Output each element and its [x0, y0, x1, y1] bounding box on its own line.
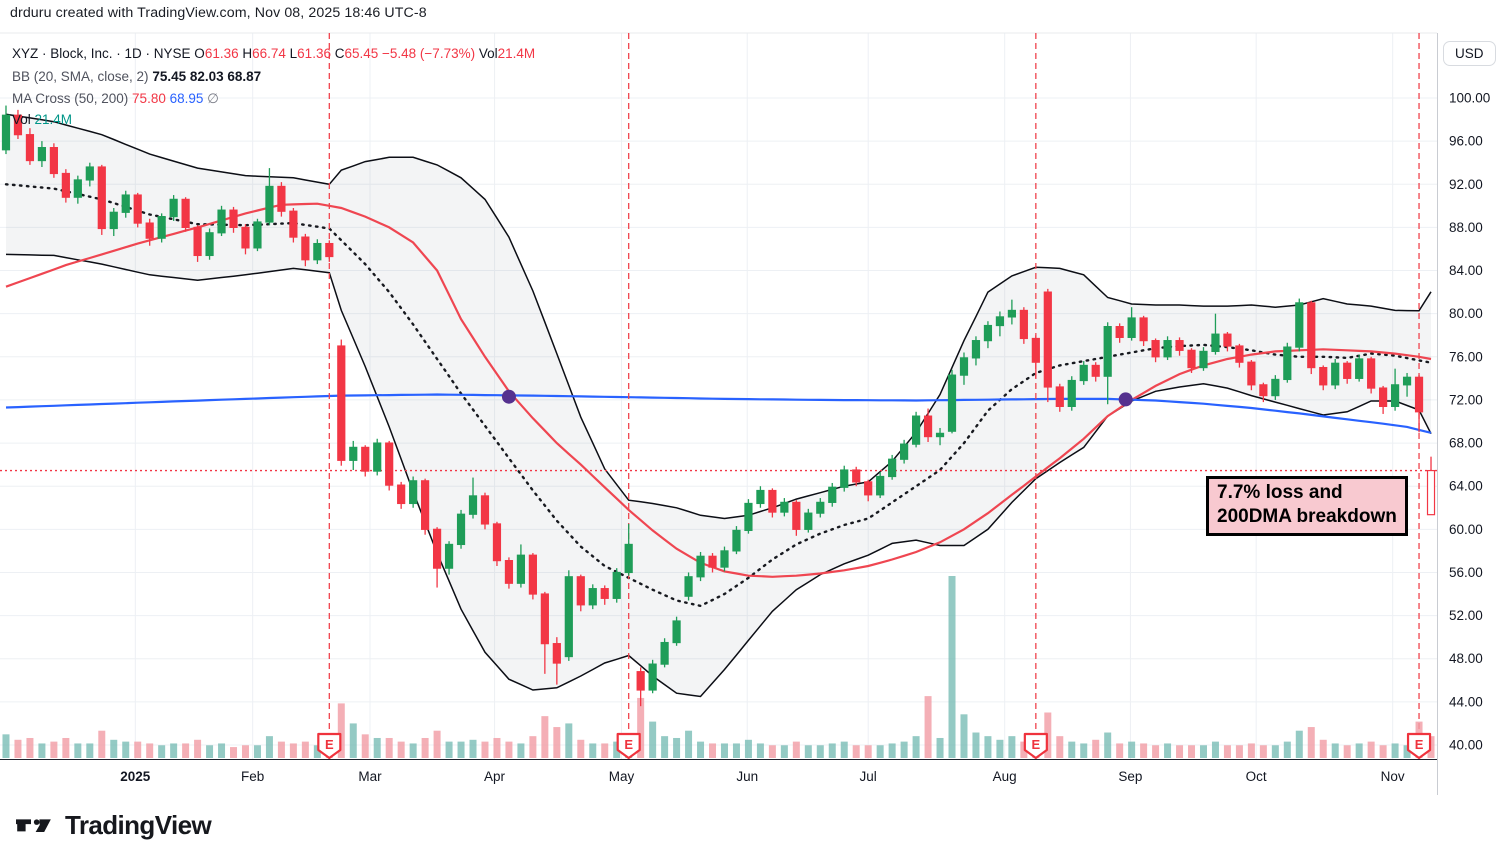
annotation-line-2: 200DMA breakdown	[1217, 505, 1397, 527]
price-axis[interactable]: 100.00 96.00 92.00 88.00 84.00 80.00 76.00 72.0…	[1449, 91, 1490, 753]
svg-text:40.00: 40.00	[1449, 738, 1483, 753]
svg-text:Mar: Mar	[358, 769, 382, 784]
svg-text:Sep: Sep	[1118, 769, 1142, 784]
annotation-callout[interactable]: 7.7% loss and 200DMA breakdown	[1206, 476, 1408, 536]
legend-bb-row: BB (20, SMA, close, 2) 75.45 82.03 68.87	[12, 69, 261, 84]
svg-text:E: E	[1032, 737, 1041, 752]
ma-cross-markers	[501, 389, 1133, 407]
svg-text:48.00: 48.00	[1449, 651, 1483, 666]
pane-borders	[0, 33, 1438, 795]
svg-text:Feb: Feb	[241, 769, 264, 784]
grid-lines	[0, 32, 1437, 760]
svg-text:92.00: 92.00	[1449, 177, 1483, 192]
earnings-marker[interactable]: E	[1023, 732, 1048, 760]
svg-text:76.00: 76.00	[1449, 349, 1483, 364]
svg-text:Aug: Aug	[993, 769, 1017, 784]
ma200-line	[5, 393, 1432, 434]
candles-layer	[1, 105, 1436, 707]
svg-text:52.00: 52.00	[1449, 608, 1483, 623]
svg-text:88.00: 88.00	[1449, 220, 1483, 235]
tradingview-logo-icon	[16, 818, 51, 832]
svg-text:84.00: 84.00	[1449, 263, 1483, 278]
footer: TradingView	[16, 810, 212, 841]
svg-text:Jun: Jun	[736, 769, 758, 784]
annotation-line-1: 7.7% loss and	[1217, 482, 1343, 503]
earnings-marker[interactable]: E	[1406, 732, 1432, 760]
svg-text:60.00: 60.00	[1449, 522, 1483, 537]
legend: XYZ · Block, Inc. · 1D · NYSE O61.36 H66…	[12, 46, 535, 127]
currency-button[interactable]: USD	[1443, 41, 1496, 66]
svg-text:Jul: Jul	[860, 769, 877, 784]
svg-text:Oct: Oct	[1246, 769, 1267, 784]
svg-text:64.00: 64.00	[1449, 479, 1483, 494]
svg-text:56.00: 56.00	[1449, 565, 1483, 580]
tradingview-wordmark: TradingView	[65, 810, 212, 840]
svg-text:E: E	[325, 737, 334, 752]
credit-line: drduru created with TradingView.com, Nov…	[10, 5, 427, 21]
ma-cross-dot[interactable]	[501, 389, 516, 404]
svg-text:68.00: 68.00	[1449, 436, 1483, 451]
earnings-marker[interactable]: E	[317, 732, 342, 760]
ma-cross-dot[interactable]	[1118, 392, 1133, 407]
legend-vol-row: Vol 21.4M	[12, 112, 72, 127]
svg-text:2025: 2025	[120, 769, 151, 784]
ma50-line	[5, 202, 1432, 578]
legend-ma-cross-row: MA Cross (50, 200) 75.80 68.95 ∅	[12, 91, 219, 106]
svg-text:Apr: Apr	[484, 769, 506, 784]
svg-text:44.00: 44.00	[1449, 694, 1483, 709]
bollinger-bands	[4, 113, 1433, 698]
price-chart[interactable]: E E E E 100.00 96.00 92.00 88.00 84.00 80.00 76.00…	[0, 0, 1510, 805]
moving-averages	[5, 202, 1432, 578]
svg-text:Nov: Nov	[1381, 769, 1405, 784]
legend-symbol-row: XYZ · Block, Inc. · 1D · NYSE O61.36 H66…	[12, 46, 535, 61]
time-axis[interactable]: 2025 Feb Mar Apr May Jun Jul Aug Sep Oct Nov	[120, 769, 1405, 784]
svg-text:100.00: 100.00	[1449, 91, 1490, 106]
tradingview-logo[interactable]: TradingView	[16, 810, 212, 841]
svg-text:96.00: 96.00	[1449, 134, 1483, 149]
earnings-marker[interactable]: E	[616, 732, 641, 760]
volume-bars	[2, 576, 1435, 758]
svg-text:72.00: 72.00	[1449, 392, 1483, 407]
svg-text:E: E	[1415, 737, 1424, 752]
svg-text:80.00: 80.00	[1449, 306, 1483, 321]
svg-text:May: May	[609, 769, 635, 784]
svg-text:E: E	[624, 737, 633, 752]
